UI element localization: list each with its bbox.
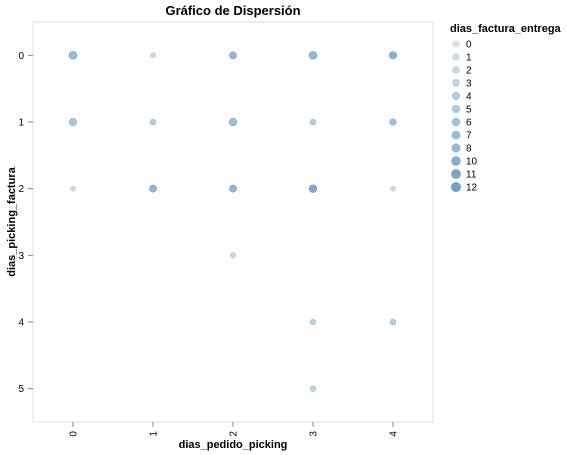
legend-swatch — [451, 117, 461, 127]
legend-swatch — [451, 156, 461, 166]
x-axis: 0 1 2 3 4 — [69, 422, 400, 437]
data-point — [229, 118, 237, 126]
data-point — [389, 51, 397, 59]
x-tick-label-2: 2 — [229, 431, 240, 437]
data-point — [309, 318, 317, 326]
legend-swatch — [452, 66, 460, 74]
data-point — [389, 118, 397, 126]
data-point — [309, 385, 317, 392]
data-point — [389, 318, 397, 326]
legend-swatch — [452, 40, 460, 48]
legend-swatch — [452, 53, 460, 61]
legend-swatch — [451, 143, 461, 153]
legend-swatch — [452, 79, 460, 87]
chart-title: Gráfico de Dispersión — [165, 3, 300, 18]
points-layer — [68, 51, 397, 392]
data-point — [229, 51, 237, 59]
legend-label: 12 — [466, 183, 478, 194]
data-point — [390, 185, 396, 192]
legend-label: 0 — [466, 40, 472, 51]
y-tick-label-2: 2 — [18, 184, 24, 195]
legend-label: 6 — [466, 118, 472, 129]
y-tick-label-4: 4 — [18, 318, 24, 329]
legend-title: dias_factura_entrega — [450, 23, 562, 35]
data-point — [229, 252, 237, 259]
legend-label: 2 — [466, 66, 472, 77]
x-tick-label-1: 1 — [149, 431, 160, 437]
legend-label: 3 — [466, 79, 472, 90]
data-point — [309, 185, 317, 193]
legend-label: 11 — [466, 170, 477, 181]
legend-label: 1 — [466, 53, 472, 64]
y-tick-label-3: 3 — [18, 251, 24, 262]
data-point — [70, 185, 76, 192]
data-point — [149, 118, 157, 126]
data-point — [309, 52, 317, 59]
legend-label: 5 — [466, 105, 472, 116]
legend-swatch — [451, 130, 461, 140]
x-tick-label-0: 0 — [69, 431, 80, 437]
y-axis: 0 1 2 3 4 5 — [18, 51, 33, 395]
data-point — [309, 118, 317, 126]
legend-swatch — [451, 182, 461, 192]
data-point — [69, 118, 77, 126]
legend-label: 8 — [466, 144, 472, 155]
y-axis-title: dias_picking_factura — [6, 166, 18, 276]
legend-label: 4 — [466, 92, 472, 103]
data-point — [150, 52, 156, 59]
data-point — [149, 185, 157, 193]
x-tick-label-3: 3 — [309, 431, 320, 437]
plot-frame — [32, 21, 434, 423]
legend-label: 7 — [466, 131, 472, 142]
legend-swatch — [451, 91, 461, 101]
data-point — [69, 52, 77, 59]
y-tick-label-0: 0 — [18, 51, 24, 62]
data-point — [229, 185, 237, 193]
y-tick-label-5: 5 — [18, 384, 24, 395]
legend-swatch — [451, 169, 461, 179]
legend-swatch — [451, 104, 461, 114]
x-tick-label-4: 4 — [389, 431, 400, 437]
legend-label: 10 — [466, 157, 478, 168]
y-tick-label-1: 1 — [18, 118, 24, 129]
x-axis-title: dias_pedido_picking — [179, 439, 288, 451]
